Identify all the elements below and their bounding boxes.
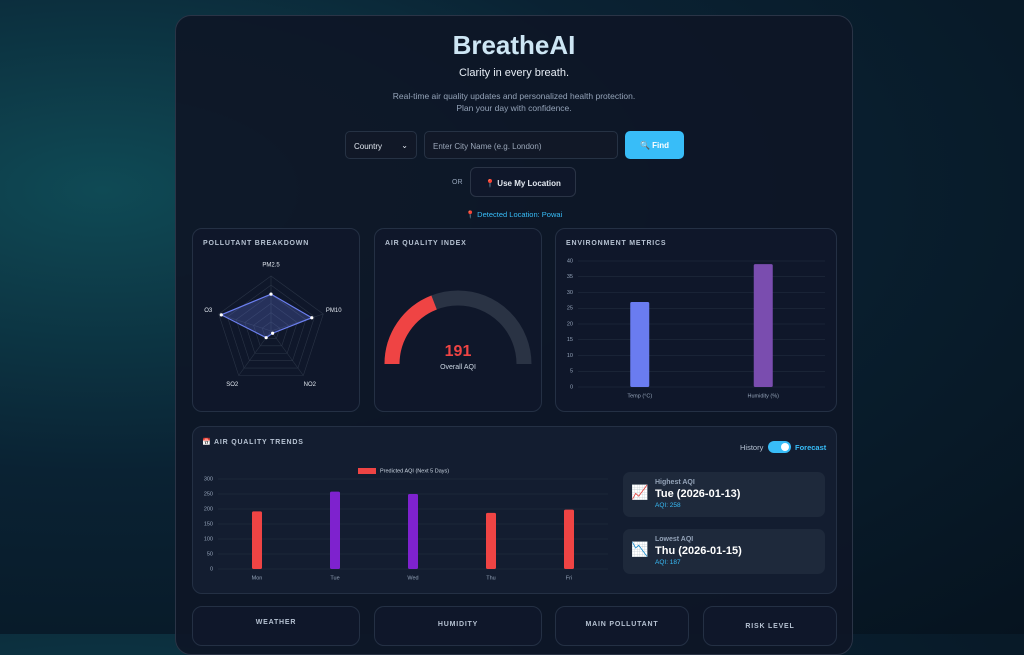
x-tick-label: Tue [330,575,339,581]
city-input[interactable]: Enter City Name (e.g. London) [424,131,618,159]
gauge-number: 191 [445,343,472,360]
y-tick-label: 35 [567,274,573,280]
gauge-value [384,295,438,365]
tagline: Clarity in every breath. [458,67,570,79]
summary-label: Lowest AQI [655,536,694,543]
x-tick-label: Mon [252,575,263,581]
bar [564,509,574,569]
y-tick-label: 300 [204,476,213,482]
y-tick-label: 15 [567,337,573,343]
radar-ring [227,284,315,369]
radar-ring [244,303,298,354]
y-tick-label: 0 [570,384,573,390]
summary-card [623,472,825,517]
radar-point [219,313,223,317]
summary-label: Highest AQI [655,479,695,486]
radar-label: SO2 [226,382,239,388]
y-tick-label: 25 [567,306,573,312]
radar-label: O3 [204,308,213,314]
y-tick-label: 200 [204,506,213,512]
toggle-knob [781,443,789,451]
y-tick-label: 10 [567,353,573,359]
legend-label: Predicted AQI (Next 5 Days) [380,468,449,474]
radar-point [264,336,268,340]
y-tick-label: 30 [567,290,573,296]
radar-point [271,331,275,335]
bar [630,301,650,387]
radar-ring [235,293,307,361]
card-title: ENVIRONMENT METRICS [566,240,667,247]
bar [252,511,262,569]
chevron: ⌄ [401,141,408,150]
summary-icon: 📉 [631,541,649,557]
summary-day: Thu (2026-01-15) [655,545,742,557]
gauge-label: Overall AQI [440,364,476,371]
card-title: RISK LEVEL [745,623,795,630]
y-tick-label: 40 [567,258,573,264]
bar [753,264,773,387]
bar [486,512,496,569]
bar [330,491,340,569]
radar-label: NO2 [304,382,317,388]
summary-card [623,529,825,574]
radar-point [310,316,314,320]
card-title: HUMIDITY [437,621,479,628]
radar-axis [270,313,324,332]
card [192,228,360,412]
y-tick-label: 100 [204,536,213,542]
legend-swatch [358,468,376,474]
x-tick-label: Temp (°C) [627,393,652,399]
radar-axis [218,313,272,332]
card-title: WEATHER [255,619,297,626]
summary-icon: 📈 [631,484,649,500]
toggle-right: Forecast [795,443,827,452]
radar-ring [253,312,289,347]
y-tick-label: 5 [570,369,573,375]
x-tick-label: Wed [407,575,418,581]
y-tick-label: 150 [204,521,213,527]
radar-area [219,293,314,339]
country-select[interactable]: Country ⌄ [345,131,417,159]
summary-aqi: AQI: 258 [655,502,681,509]
y-tick-label: 250 [204,491,213,497]
y-tick-label: 50 [207,551,213,557]
radar-point [269,292,273,296]
toggle-switch[interactable] [768,441,791,453]
app-title: BreatheAI [452,30,576,60]
radar-label: PM10 [326,308,342,314]
summary-day: Tue (2026-01-13) [655,488,741,500]
radar-axis [270,330,304,376]
description: Real-time air quality updates and person… [392,91,636,101]
description: Plan your day with confidence. [456,103,572,113]
toggle-left: History [740,443,764,452]
radar-ring [261,321,281,339]
detected-location: 📍 Detected Location: Powai [465,210,563,219]
x-tick-label: Humidity (%) [748,393,780,399]
radar-ring [218,275,324,376]
card [555,228,837,412]
card-title: MAIN POLLUTANT [585,621,659,628]
country-label: Country [354,142,383,151]
card-title: 📅 AIR QUALITY TRENDS [202,439,304,446]
card-title: POLLUTANT BREAKDOWN [203,240,310,247]
card-title: AIR QUALITY INDEX [385,240,467,247]
x-tick-label: Thu [486,575,495,581]
location-button[interactable]: 📍 Use My Location [470,167,576,197]
find-button[interactable]: 🔍 Find [625,131,684,159]
x-tick-label: Fri [566,575,572,581]
y-tick-label: 0 [210,566,213,572]
charts: PM2.5 PM10 NO2 SO2 O3 191 Overall AQI 0 5 10 15 20 2… [204,258,825,581]
bar [408,494,418,569]
y-tick-label: 20 [567,321,573,327]
or-label: OR [452,179,463,186]
radar-label: PM2.5 [262,263,280,269]
summary-aqi: AQI: 187 [655,559,681,566]
